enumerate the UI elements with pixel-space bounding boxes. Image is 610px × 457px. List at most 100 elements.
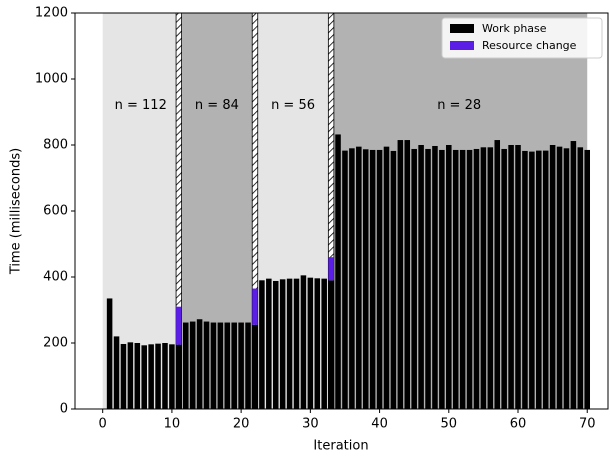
bar (182, 322, 189, 409)
bar (515, 145, 521, 409)
bar (522, 150, 528, 409)
y-tick-label: 800 (43, 138, 68, 153)
bar (106, 298, 113, 409)
x-tick-label: 40 (371, 417, 388, 432)
bar (439, 149, 445, 409)
bar (563, 148, 570, 410)
bar (321, 278, 327, 409)
x-tick-label: 30 (302, 417, 319, 432)
bar (369, 149, 376, 409)
bar (189, 321, 196, 409)
bar (584, 149, 591, 409)
bar (259, 280, 265, 409)
y-tick-label: 1000 (35, 72, 68, 87)
bar (556, 146, 563, 409)
y-tick-label: 1200 (35, 6, 68, 21)
bar (245, 322, 251, 409)
bar (487, 147, 494, 409)
bar (549, 145, 556, 409)
phase-label: n = 84 (195, 98, 239, 113)
legend-swatch (450, 24, 474, 33)
bar (210, 322, 217, 409)
y-tick-label: 400 (43, 270, 68, 285)
phase-region (331, 13, 588, 409)
bar (155, 343, 161, 409)
bar (542, 150, 549, 410)
bar (466, 149, 473, 409)
bar (473, 148, 480, 409)
bar (307, 277, 314, 409)
bar (529, 151, 535, 409)
x-axis-label: Iteration (313, 439, 368, 454)
bar (335, 134, 341, 409)
bar (314, 278, 321, 409)
bar (272, 280, 279, 409)
x-tick-label: 60 (510, 417, 527, 432)
bar (508, 145, 514, 409)
bar (148, 344, 154, 409)
bar (376, 149, 383, 409)
x-tick-label: 0 (99, 417, 107, 432)
bar (459, 149, 466, 409)
bar (252, 288, 258, 325)
bar (203, 321, 210, 409)
bar (411, 148, 417, 409)
x-tick-label: 20 (233, 417, 250, 432)
bar (362, 149, 369, 410)
bar (252, 324, 258, 409)
bar (494, 140, 501, 410)
bar (446, 145, 452, 409)
bar (328, 280, 334, 409)
bar (231, 322, 237, 409)
bar (397, 140, 404, 410)
bar (577, 147, 584, 409)
y-tick-label: 200 (43, 336, 68, 351)
bar (390, 150, 397, 409)
x-tick-label: 10 (164, 417, 181, 432)
bar (452, 149, 459, 409)
bar (113, 336, 120, 409)
legend-swatch (450, 41, 474, 50)
legend-label: Work phase (482, 22, 547, 35)
bar (176, 344, 182, 409)
bar (120, 343, 127, 409)
legend-box (441, 17, 603, 59)
bar (141, 345, 147, 409)
bar (418, 145, 424, 409)
bar (570, 141, 577, 410)
bar (196, 319, 203, 409)
bar (536, 150, 542, 410)
bar (383, 146, 390, 409)
bar (279, 279, 286, 409)
bar (127, 342, 134, 409)
bar (349, 148, 355, 410)
legend-label: Resource change (482, 39, 577, 52)
bar (134, 343, 141, 409)
bar (217, 322, 224, 409)
y-axis-label: Time (milliseconds) (9, 148, 24, 275)
bar (162, 343, 168, 409)
y-tick-label: 600 (43, 204, 68, 219)
y-tick-label: 0 (60, 402, 68, 417)
bar (425, 148, 431, 409)
bar (342, 150, 348, 410)
bar (328, 257, 334, 281)
bar (480, 147, 487, 409)
bar (169, 344, 175, 409)
bar (501, 148, 507, 409)
bar (266, 278, 272, 409)
phase-label: n = 112 (115, 98, 167, 113)
bar (404, 140, 411, 410)
bar (286, 278, 293, 409)
bar (238, 322, 244, 409)
bar (356, 146, 362, 409)
x-tick-label: 50 (441, 417, 458, 432)
phase-label: n = 56 (271, 98, 315, 113)
x-tick-label: 70 (579, 417, 596, 432)
bar (432, 145, 438, 410)
bar (176, 306, 182, 345)
bar (293, 278, 300, 409)
bar (300, 275, 307, 409)
